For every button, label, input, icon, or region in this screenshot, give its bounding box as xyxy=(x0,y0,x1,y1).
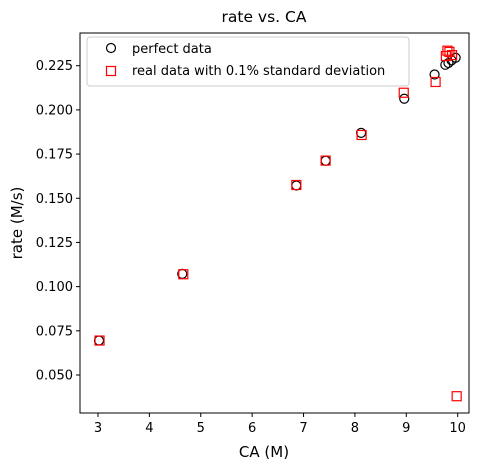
legend-frame xyxy=(86,36,410,87)
data-point-real xyxy=(398,87,409,98)
legend-marker-real-data xyxy=(105,65,117,77)
data-point-real xyxy=(444,46,455,58)
data-point-real xyxy=(451,391,462,402)
y-tick-label: 0.150 xyxy=(36,192,73,207)
data-point-perfect xyxy=(320,155,331,166)
plot-area: 3 4 5 6 7 8 9 10 0.050 0.075 0.100 0.125 0.150 0.175 0… xyxy=(36,32,470,436)
y-tick-label: 0.100 xyxy=(36,280,73,295)
data-point-real xyxy=(430,76,441,88)
data-point-real xyxy=(178,269,189,280)
x-tick-label: 3 xyxy=(94,421,102,436)
data-point-perfect xyxy=(429,69,440,80)
legend: perfect data real data with 0.1% standar… xyxy=(86,36,410,87)
x-tick-label: 6 xyxy=(248,421,256,436)
legend-label-perfect-data: perfect data xyxy=(132,42,212,57)
data-point-perfect xyxy=(399,93,410,104)
x-tick-label: 5 xyxy=(197,421,205,436)
x-tick-label: 4 xyxy=(145,421,153,436)
x-tick-label: 10 xyxy=(449,421,466,436)
data-point-perfect xyxy=(355,127,367,138)
data-point-real xyxy=(446,49,458,61)
y-tick-label: 0.225 xyxy=(36,59,73,74)
x-tick-label: 7 xyxy=(299,421,307,436)
legend-label-real-data: real data with 0.1% standard deviation xyxy=(132,64,385,79)
legend-marker-perfect-data xyxy=(105,42,117,54)
x-tick-label: 9 xyxy=(402,421,410,436)
data-point-real xyxy=(356,129,367,141)
y-tick-label: 0.125 xyxy=(36,236,73,251)
data-point-perfect xyxy=(443,57,454,69)
data-point-perfect xyxy=(450,52,461,63)
data-point-real xyxy=(320,155,331,166)
axes-frame xyxy=(79,32,470,414)
x-tick-label: 8 xyxy=(351,421,359,436)
data-point-perfect xyxy=(291,180,302,191)
y-axis-label: rate (M/s) xyxy=(8,187,26,260)
data-point-real xyxy=(94,335,105,346)
data-point-real xyxy=(291,179,302,191)
y-tick-label: 0.075 xyxy=(36,324,73,339)
y-tick-label: 0.050 xyxy=(36,369,73,384)
x-axis-label: CA (M) xyxy=(239,443,289,461)
data-point-perfect xyxy=(93,335,105,346)
y-tick-label: 0.200 xyxy=(36,103,73,118)
chart-title: rate vs. CA xyxy=(222,8,307,26)
y-tick-label: 0.175 xyxy=(36,148,73,163)
